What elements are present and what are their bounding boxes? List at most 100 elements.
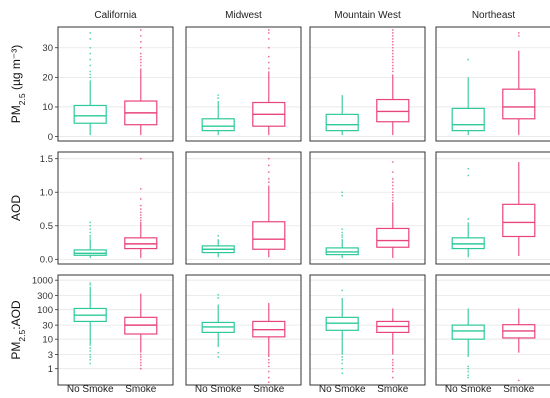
box-no-smoke	[73, 221, 107, 258]
outlier-point	[139, 361, 142, 364]
outlier-point	[217, 97, 220, 99]
y-axis-title-pm25: PM2.5 (µg m⁻³)	[9, 45, 27, 123]
panel-frame	[309, 274, 426, 386]
panel-aod-northeast	[435, 151, 550, 265]
outlier-point	[267, 46, 270, 49]
y-tick-label-ratio-1000: 1000	[32, 275, 53, 286]
box-smoke	[502, 308, 536, 382]
y-tick-label-ratio-1: 1	[48, 364, 53, 375]
panel-frame	[57, 151, 174, 265]
outlier-point	[89, 236, 92, 239]
panel-frame	[435, 26, 550, 142]
box-no-smoke	[451, 167, 485, 258]
y-axis-title-main: PM	[9, 105, 23, 123]
outlier-point	[341, 194, 344, 197]
outlier-point	[89, 228, 92, 231]
y-tick-label-aod-1-0: 1.0	[40, 187, 53, 198]
outlier-point	[139, 216, 142, 219]
outlier-point	[89, 283, 92, 286]
outlier-point	[139, 40, 142, 43]
outlier-point	[139, 29, 142, 31]
outlier-point	[391, 43, 394, 46]
iqr-box	[502, 203, 536, 238]
outlier-point	[467, 376, 470, 379]
box-no-smoke	[201, 94, 235, 136]
panel-pm25-northeast	[435, 26, 550, 142]
outlier-point	[391, 49, 394, 52]
panel-frame	[185, 151, 302, 265]
outlier-point	[89, 37, 92, 40]
panel-ratio-northeast	[435, 274, 550, 386]
outlier-point	[341, 372, 344, 375]
box-smoke	[502, 32, 536, 136]
outlier-point	[391, 52, 394, 55]
panel-aod-midwest	[185, 151, 302, 265]
outlier-point	[217, 293, 220, 296]
x-category-label-no-smoke: No Smoke	[319, 384, 366, 395]
outlier-point	[139, 214, 142, 216]
outlier-point	[267, 67, 270, 70]
outlier-point	[89, 221, 92, 224]
outlier-point	[267, 358, 270, 361]
outlier-point	[267, 370, 270, 373]
outlier-point	[267, 361, 270, 364]
box-no-smoke	[325, 191, 359, 258]
outlier-point	[89, 282, 92, 284]
x-category-label-smoke: Smoke	[253, 384, 285, 395]
box-no-smoke	[325, 95, 359, 136]
outlier-point	[139, 52, 142, 55]
outlier-point	[267, 171, 270, 174]
outlier-point	[391, 55, 394, 58]
y-tick-label-pm25-10: 10	[42, 102, 53, 113]
outlier-point	[391, 194, 394, 196]
panel-frame	[57, 274, 174, 386]
outlier-point	[89, 46, 92, 49]
y-axis-title-subscript: 2.5	[17, 93, 27, 105]
outlier-point	[139, 34, 142, 37]
outlier-point	[139, 55, 142, 58]
y-tick-label-ratio-30: 30	[42, 320, 53, 331]
outlier-point	[391, 184, 394, 187]
x-category-label-no-smoke: No Smoke	[195, 384, 242, 395]
outlier-point	[391, 171, 394, 174]
outlier-point	[391, 187, 394, 190]
iqr-box	[201, 118, 235, 132]
outlier-point	[391, 376, 394, 379]
outlier-point	[341, 234, 344, 237]
outlier-point	[217, 351, 220, 354]
outlier-point	[139, 46, 142, 49]
outlier-point	[341, 236, 344, 239]
panel-frame	[309, 26, 426, 142]
y-tick-label-aod-0-0: 0.0	[40, 255, 53, 266]
outlier-point	[391, 361, 394, 364]
box-no-smoke	[201, 293, 235, 358]
outlier-point	[267, 32, 270, 34]
panel-pm25-california	[57, 26, 174, 142]
outlier-point	[467, 367, 470, 370]
iqr-box	[451, 107, 485, 132]
outlier-point	[341, 358, 344, 361]
outlier-point	[217, 94, 220, 97]
outlier-point	[267, 55, 270, 58]
outlier-point	[267, 181, 270, 184]
panel-frame	[435, 151, 550, 265]
outlier-point	[267, 365, 270, 368]
outlier-point	[139, 353, 142, 356]
y-axis-title-subscript: 2.5	[17, 329, 27, 341]
box-smoke	[124, 293, 158, 370]
outlier-point	[139, 208, 142, 210]
y-tick-label-ratio-10: 10	[42, 334, 53, 345]
iqr-box	[376, 98, 410, 123]
outlier-point	[391, 70, 394, 73]
outlier-point	[467, 167, 470, 170]
outlier-point	[341, 231, 344, 234]
outlier-point	[341, 362, 344, 365]
outlier-point	[89, 356, 92, 358]
box-smoke	[124, 29, 158, 136]
x-category-label-smoke: Smoke	[125, 384, 157, 395]
iqr-box	[451, 324, 485, 340]
outlier-point	[467, 374, 470, 377]
outlier-point	[267, 164, 270, 167]
outlier-point	[391, 191, 394, 194]
